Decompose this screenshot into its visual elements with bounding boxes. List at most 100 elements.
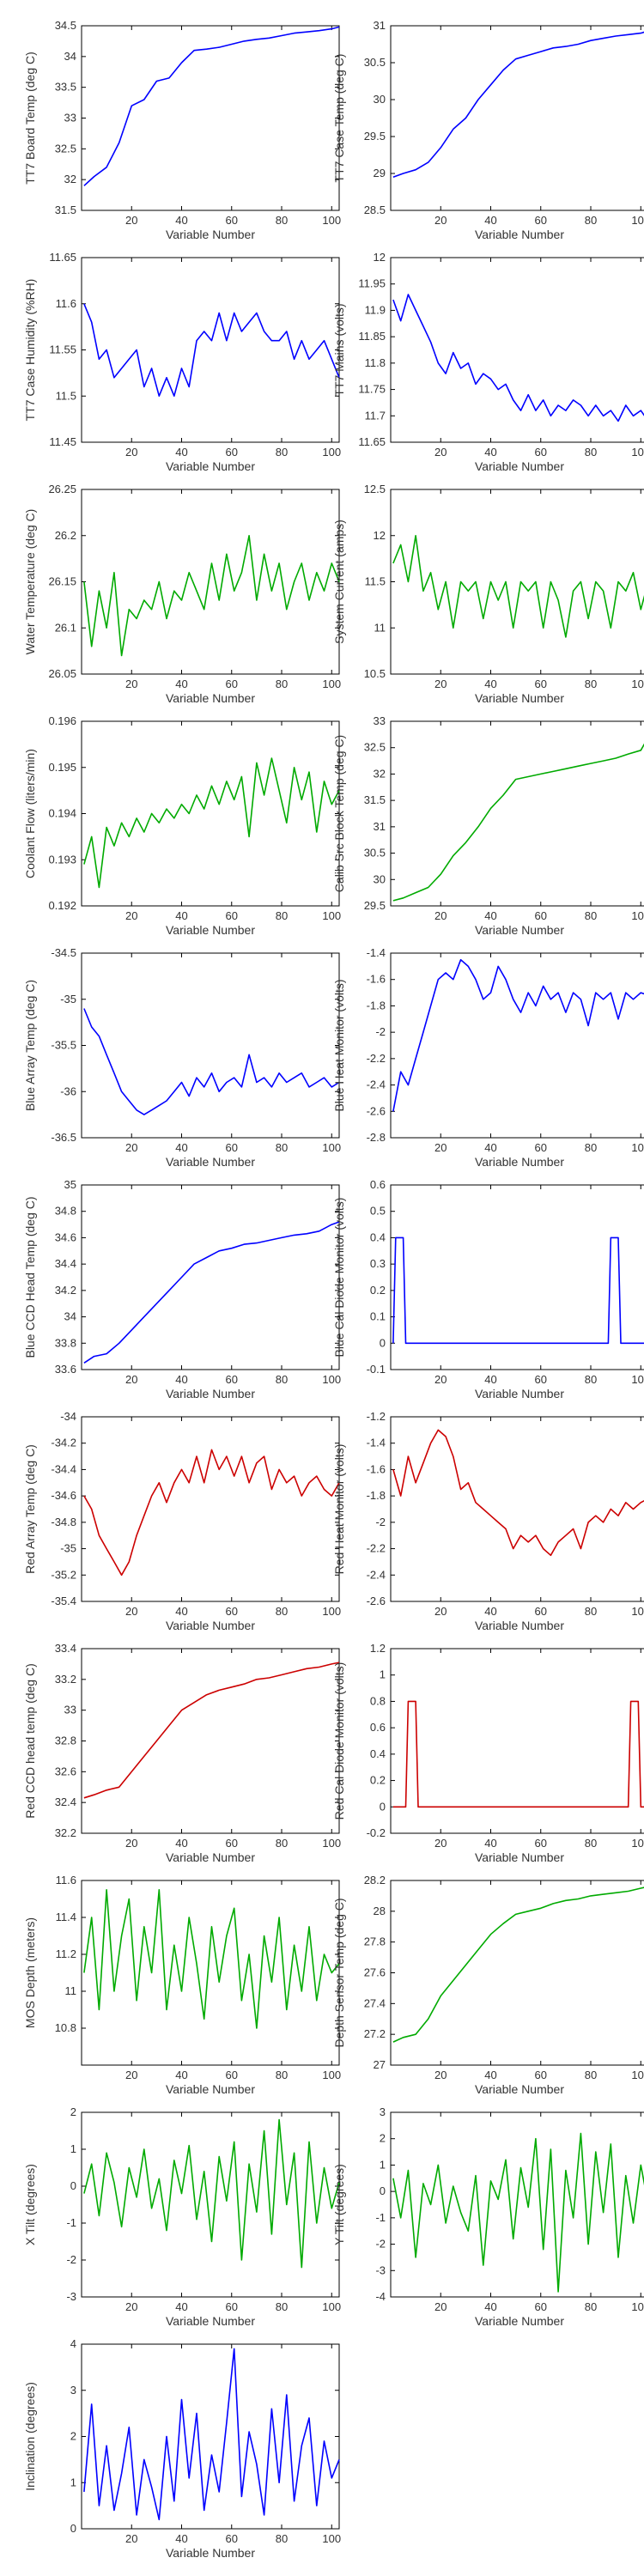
x-tick-label: 100 [631, 1605, 644, 1618]
series-line [83, 2348, 340, 2521]
series-line [83, 1662, 340, 1799]
y-tick-label: 0 [380, 1336, 386, 1349]
x-tick-label: 20 [434, 446, 447, 459]
x-axis-label: Variable Number [475, 1619, 564, 1632]
x-tick-label: 20 [125, 214, 137, 227]
chart-panel-2: 20 40 60 80 100 28.5 29 29.5 30 30.5 31 Variable Nu… [332, 19, 644, 241]
plot-area [81, 25, 340, 211]
y-tick-label: 0.194 [48, 807, 76, 820]
plot-area [81, 952, 340, 1139]
x-tick-label: 60 [226, 677, 238, 690]
x-tick-label: 20 [125, 909, 137, 922]
x-tick-label: 20 [434, 2069, 447, 2081]
y-tick-label: -34.5 [51, 946, 76, 959]
chart-panel-9: 20 40 60 80 100 -36.5 -36 -35.5 -35 -34.5 Variable… [23, 946, 341, 1169]
y-tick-label: 26.2 [55, 529, 76, 542]
y-tick-label: 10.5 [364, 667, 386, 680]
x-tick-label: 60 [226, 909, 238, 922]
x-tick-label: 80 [585, 446, 597, 459]
x-axis-label: Variable Number [475, 2314, 564, 2328]
y-tick-label: -35.4 [51, 1595, 76, 1607]
x-tick-label: 80 [276, 1141, 288, 1154]
x-tick-label: 20 [434, 909, 447, 922]
x-tick-label: 100 [631, 214, 644, 227]
y-tick-label: 29.5 [364, 130, 386, 143]
x-tick-label: 40 [484, 214, 496, 227]
y-tick-label: 28.2 [364, 1874, 386, 1886]
x-tick-label: 20 [125, 2069, 137, 2081]
x-tick-label: 100 [322, 2532, 341, 2545]
x-tick-label: 60 [535, 214, 547, 227]
y-tick-label: -1 [375, 2211, 386, 2224]
x-axis-label: Variable Number [475, 459, 564, 473]
y-tick-label: 27.6 [364, 1966, 386, 1979]
x-axis-label: Variable Number [166, 1850, 255, 1864]
y-tick-label: 0.193 [48, 853, 76, 866]
y-axis-label: Depth Sensor Temp (deg C) [332, 1898, 346, 2047]
y-tick-label: 33 [374, 714, 386, 727]
y-axis-label: X Tilt (degrees) [23, 2164, 37, 2245]
y-tick-label: 30.5 [364, 847, 386, 860]
x-tick-label: 40 [484, 2069, 496, 2081]
x-tick-label: 20 [125, 1837, 137, 1850]
x-axis-label: Variable Number [166, 2082, 255, 2096]
plot-area [81, 2343, 340, 2530]
x-tick-label: 60 [535, 677, 547, 690]
x-tick-label: 20 [434, 1141, 447, 1154]
y-axis-label: Red Array Temp (deg C) [23, 1444, 37, 1574]
chart-panel-21: 20 40 60 80 100 0 1 2 3 4 Variable Number Inclinati… [23, 2337, 341, 2560]
y-tick-label: 1.2 [370, 1642, 386, 1655]
chart-panel-19: 20 40 60 80 100 -3 -2 -1 0 1 2 Variable Number X Til… [23, 2105, 341, 2328]
y-tick-label: 0.1 [370, 1310, 386, 1323]
y-tick-label: 32.6 [55, 1765, 76, 1777]
y-tick-label: 33.4 [55, 1642, 76, 1655]
x-tick-label: 60 [535, 2069, 547, 2081]
y-axis-label: Blue Array Temp (deg C) [23, 980, 37, 1111]
y-tick-label: 0.3 [370, 1257, 386, 1270]
chart-panel-16: 20 40 60 80 100 -0.2 0 0.2 0.4 0.6 0.8 1 1.2 Variable… [332, 1642, 644, 1864]
y-tick-label: -1.4 [367, 946, 386, 959]
y-tick-label: 34.2 [55, 1284, 76, 1297]
plot-area [81, 1648, 340, 1834]
y-tick-label: 11.85 [358, 330, 386, 343]
plot-area [390, 720, 644, 907]
chart-panel-14: 20 40 60 80 100 -2.6 -2.4 -2.2 -2 -1.8 -1.6 -1.4 -1.… [332, 1410, 644, 1632]
y-tick-label: -34.4 [51, 1462, 76, 1475]
plot-area [81, 1880, 340, 2066]
y-tick-label: 26.1 [55, 621, 76, 634]
y-tick-label: 0.6 [370, 1721, 386, 1734]
y-tick-label: 34.6 [55, 1230, 76, 1243]
y-tick-label: -3 [66, 2290, 76, 2303]
y-axis-label: Red Heat Monitor (volts) [332, 1444, 346, 1575]
x-tick-label: 60 [226, 1141, 238, 1154]
y-tick-label: 28 [374, 1905, 386, 1917]
x-tick-label: 40 [484, 909, 496, 922]
series-line [392, 958, 644, 1112]
y-tick-label: 26.15 [48, 575, 76, 588]
x-tick-label: 100 [322, 2300, 341, 2313]
y-tick-label: 33 [64, 1704, 76, 1716]
y-tick-label: 34.8 [55, 1205, 76, 1218]
plot-area [81, 2111, 340, 2298]
y-axis-label: Inclination (degrees) [23, 2382, 37, 2491]
chart-panel-3: 20 40 60 80 100 11.45 11.5 11.55 11.6 11.65 Variab… [23, 251, 341, 473]
y-tick-label: -0.1 [367, 1363, 386, 1376]
y-tick-label: 11.95 [358, 277, 386, 290]
x-tick-label: 60 [226, 1837, 238, 1850]
y-tick-label: -35.5 [51, 1039, 76, 1052]
x-axis-label: Variable Number [166, 1619, 255, 1632]
y-tick-label: -2.2 [367, 1542, 386, 1555]
y-tick-label: 33.5 [55, 81, 76, 94]
y-tick-label: 27.2 [364, 2027, 386, 2040]
series-line [83, 757, 340, 889]
chart-panel-7: 20 40 60 80 100 0.192 0.193 0.194 0.195 0.196 Vari… [23, 714, 341, 937]
x-tick-label: 80 [276, 446, 288, 459]
x-tick-label: 80 [585, 1373, 597, 1386]
series-line [392, 294, 644, 422]
y-tick-label: 0 [380, 1800, 386, 1813]
x-tick-label: 100 [631, 2300, 644, 2313]
y-tick-label: 11.7 [365, 409, 386, 422]
x-tick-label: 40 [175, 2300, 187, 2313]
y-tick-label: 33 [64, 112, 76, 125]
